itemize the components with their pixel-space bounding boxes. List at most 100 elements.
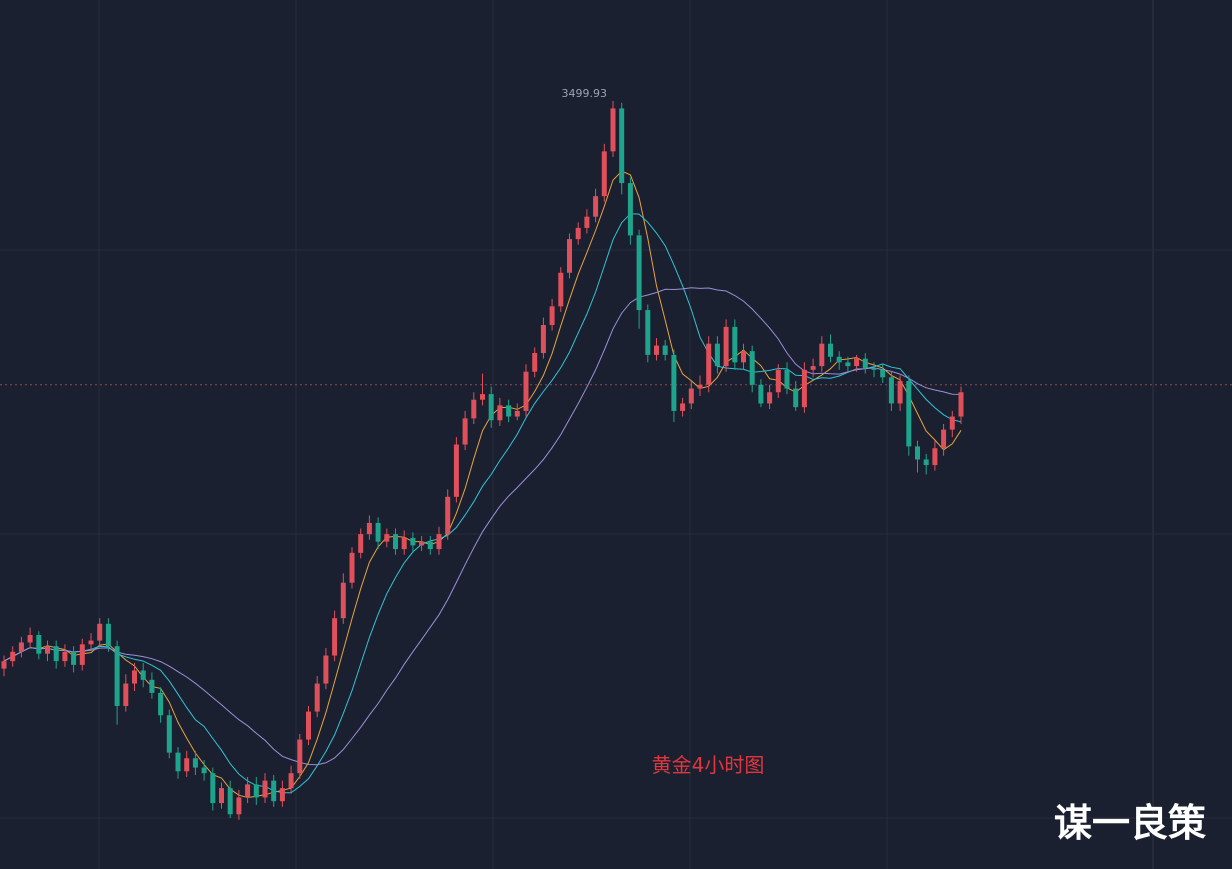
candle-body [149,679,155,693]
ma-short-line [3,170,962,799]
candle [1,655,7,677]
candle [158,687,164,723]
candle-body [445,496,451,535]
candle-body [201,767,207,774]
candle-body [358,534,364,553]
candle [36,631,42,660]
candle [706,336,712,393]
candle [53,640,59,669]
candle-body [880,369,886,378]
candle-body [314,683,320,712]
candle [453,437,459,503]
candle-body [349,552,355,583]
candle-body [723,326,729,367]
candle [784,362,790,395]
candle-body [706,343,712,385]
candle [10,646,16,667]
candle [45,640,50,662]
candle [880,364,886,383]
candle [915,440,920,473]
candle [184,750,190,777]
candle [323,648,329,690]
candle-body [941,429,947,449]
candle [949,410,955,438]
candle-body [506,405,512,417]
candle-body [662,345,668,355]
candle [758,379,764,408]
candle [871,362,877,378]
candle-body [949,416,955,430]
candle-body [27,635,33,643]
candle [888,371,894,411]
candle-body [801,369,807,408]
ma-mid-line [3,213,962,794]
candle-body [645,310,651,355]
candles [1,100,964,820]
candle [549,298,555,331]
candle [79,638,85,671]
candle [680,397,686,417]
candle [627,177,633,245]
candle [793,381,799,411]
candle-body [793,388,799,408]
candle-body [306,711,311,740]
candle [384,528,390,548]
candle-body [297,739,303,774]
candle [775,364,781,398]
candle [227,780,233,818]
candle-body [245,784,251,798]
candle-body [619,108,625,184]
candle-body [427,541,433,550]
candle-body [680,403,686,411]
candle-body [532,353,538,372]
candle-body [549,306,555,326]
candle [288,765,294,794]
candle [836,351,842,370]
candle-body [114,646,120,706]
candle [540,317,546,359]
candle-body [158,692,164,716]
candle-body [236,797,242,815]
candle [767,384,773,410]
candle-body [340,582,346,619]
candle-body [819,343,825,367]
candle-body [932,448,938,466]
candle [514,403,520,421]
ma-long-line [3,287,962,766]
candle [279,780,285,807]
candle [201,760,207,781]
candle-body [288,773,294,789]
candle [828,334,833,363]
moving-average-lines [3,170,962,799]
candle [636,229,642,329]
candle [314,676,320,718]
candle [401,530,407,555]
candle-body [828,343,833,357]
candle-body [758,384,764,404]
candle-body [462,418,468,445]
candle-body [323,655,329,684]
candle [714,336,720,374]
candle-body [567,239,572,273]
candle-body [123,683,129,706]
candle-body [714,343,720,367]
candle-body [184,758,190,772]
candle [123,674,129,712]
candle [645,304,651,363]
peak-price-label: 3499.93 [562,87,608,100]
candle-body [175,752,181,772]
candle-body [845,362,851,367]
candle-body [601,151,607,197]
candle [140,663,146,688]
candle [958,386,964,424]
candle [897,375,903,411]
candle [854,354,860,372]
candle [88,633,94,650]
candle-body [654,345,659,355]
candle-body [480,394,485,400]
candle-body [384,534,390,542]
candle-body [749,351,755,385]
